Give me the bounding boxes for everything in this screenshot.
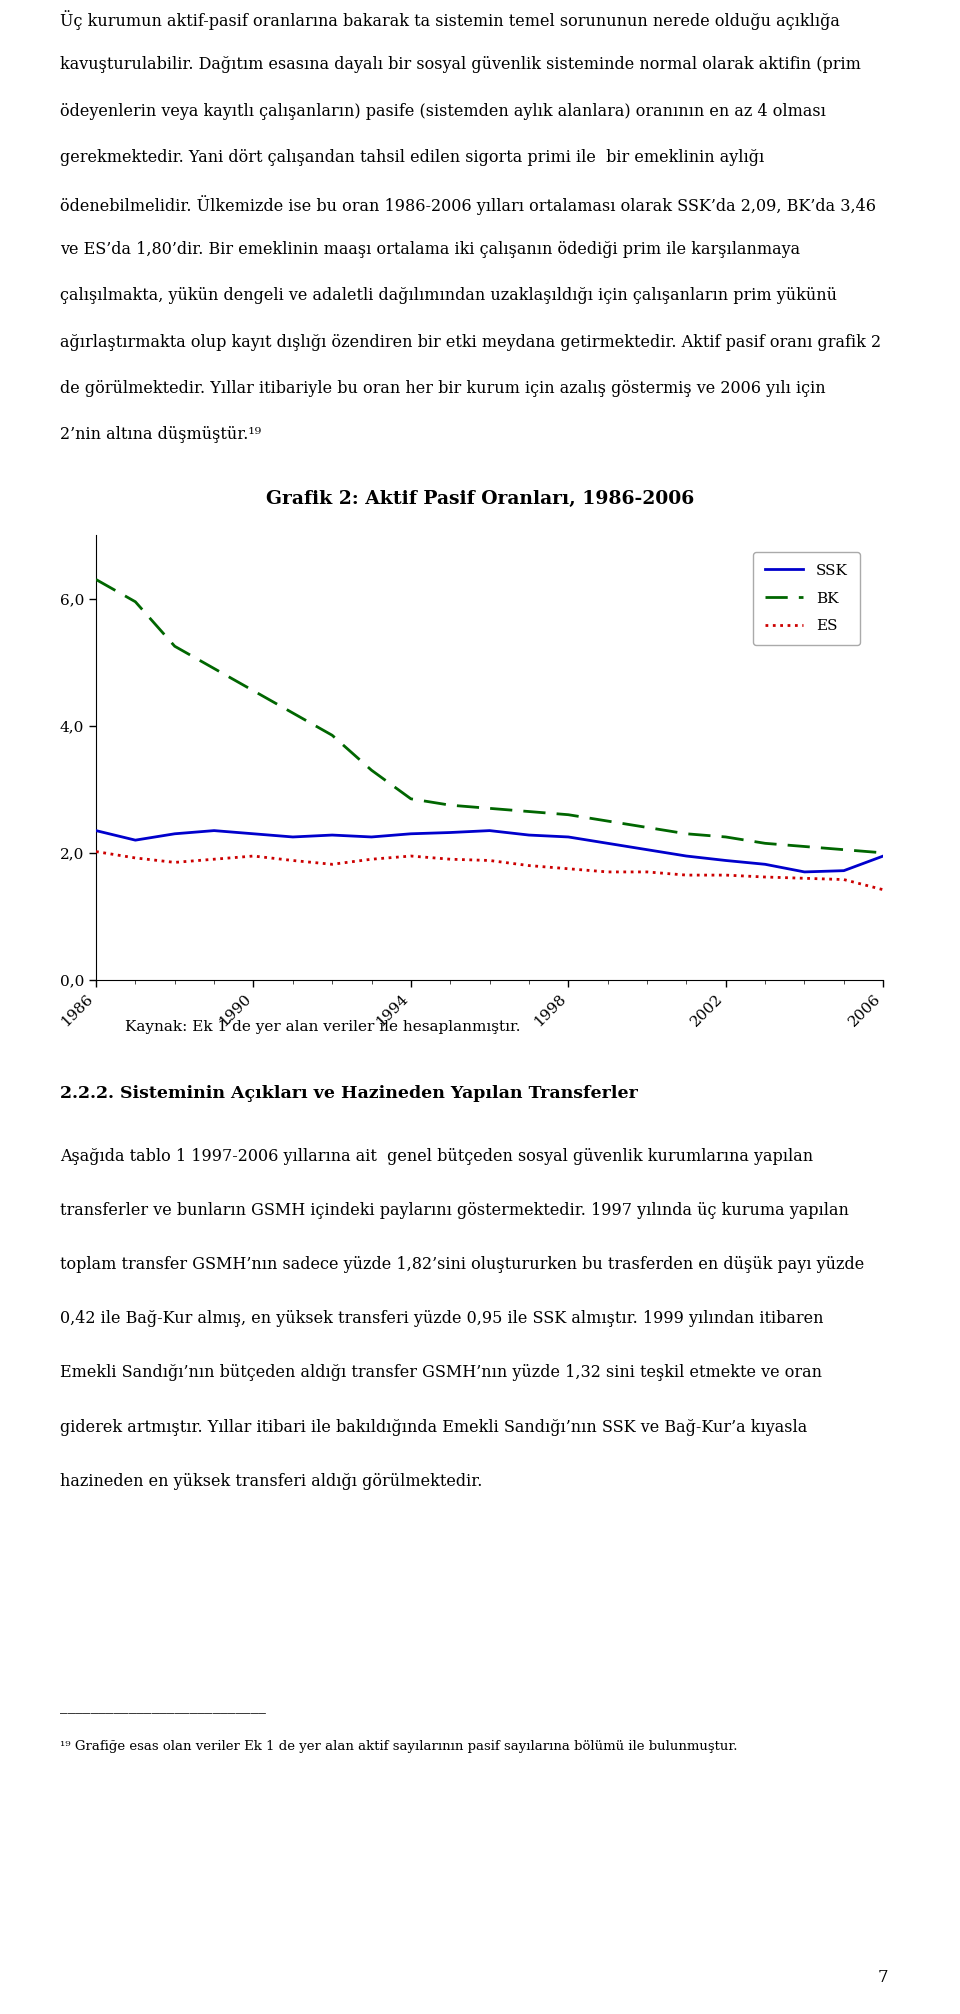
Text: Grafik 2: Aktif Pasif Oranları, 1986-2006: Grafik 2: Aktif Pasif Oranları, 1986-200…: [266, 489, 694, 508]
BK: [523, 800, 535, 824]
SSK: [130, 828, 141, 852]
BK: [877, 840, 889, 864]
Text: ödenebilmelidir. Ülkemizde ise bu oran 1986-2006 yılları ortalaması olarak SSK’d: ödenebilmelidir. Ülkemizde ise bu oran 1…: [60, 195, 876, 215]
SSK: [759, 852, 771, 876]
Text: ve ES’da 1,80’dir. Bir emeklinin maaşı ortalama iki çalışanın ödediği prim ile k: ve ES’da 1,80’dir. Bir emeklinin maaşı o…: [60, 242, 801, 258]
Text: gerekmektedir. Yani dört çalışandan tahsil edilen sigorta primi ile  bir emeklin: gerekmektedir. Yani dört çalışandan tahs…: [60, 149, 765, 165]
BK: [759, 832, 771, 856]
ES: [208, 848, 220, 872]
SSK: [838, 858, 850, 882]
SSK: [444, 820, 456, 844]
ES: [130, 846, 141, 870]
BK: [602, 810, 613, 834]
ES: [169, 850, 180, 874]
Text: ödeyenlerin veya kayıtlı çalışanların) pasife (sistemden aylık alanlara) oranını: ödeyenlerin veya kayıtlı çalışanların) p…: [60, 103, 827, 119]
ES: [484, 848, 495, 872]
ES: [602, 860, 613, 884]
Text: Aşağıda tablo 1 1997-2006 yıllarına ait  genel bütçeden sosyal güvenlik kurumlar: Aşağıda tablo 1 1997-2006 yıllarına ait …: [60, 1148, 814, 1164]
Text: ¹⁹ Grafiğe esas olan veriler Ek 1 de yer alan aktif sayılarının pasif sayılarına: ¹⁹ Grafiğe esas olan veriler Ek 1 de yer…: [60, 1740, 738, 1752]
SSK: [248, 822, 259, 846]
ES: [641, 860, 653, 884]
Legend: SSK, BK, ES: SSK, BK, ES: [753, 552, 860, 644]
BK: [130, 590, 141, 614]
Text: 2.2.2. Sisteminin Açıkları ve Hazineden Yapılan Transferler: 2.2.2. Sisteminin Açıkları ve Hazineden …: [60, 1086, 638, 1102]
Line: SSK: SSK: [96, 830, 883, 872]
BK: [720, 826, 732, 850]
BK: [484, 796, 495, 820]
SSK: [169, 822, 180, 846]
SSK: [90, 818, 102, 842]
Text: ağırlaştırmakta olup kayıt dışlığı özendiren bir etki meydana getirmektedir. Akt: ağırlaştırmakta olup kayıt dışlığı özend…: [60, 334, 881, 350]
BK: [208, 657, 220, 681]
Text: 2’nin altına düşmüştür.¹⁹: 2’nin altına düşmüştür.¹⁹: [60, 427, 262, 443]
BK: [287, 701, 299, 725]
BK: [563, 804, 574, 828]
ES: [248, 844, 259, 868]
BK: [366, 757, 377, 781]
Text: hazineden en yüksek transferi aldığı görülmektedir.: hazineden en yüksek transferi aldığı gör…: [60, 1472, 483, 1490]
Text: Emekli Sandığı’nın bütçeden aldığı transfer GSMH’nın yüzde 1,32 sini teşkil etme: Emekli Sandığı’nın bütçeden aldığı trans…: [60, 1363, 823, 1382]
Line: BK: BK: [96, 580, 883, 852]
BK: [90, 568, 102, 592]
SSK: [641, 838, 653, 862]
SSK: [366, 826, 377, 850]
Text: 7: 7: [877, 1970, 889, 1986]
SSK: [877, 844, 889, 868]
BK: [405, 787, 417, 812]
Text: çalışılmakta, yükün dengeli ve adaletli dağılımından uzaklaşıldığı için çalışanl: çalışılmakta, yükün dengeli ve adaletli …: [60, 288, 837, 304]
SSK: [720, 848, 732, 872]
BK: [444, 794, 456, 818]
Text: ___________________________: ___________________________: [60, 1700, 266, 1714]
ES: [563, 856, 574, 880]
Line: ES: ES: [96, 852, 883, 890]
ES: [287, 848, 299, 872]
ES: [759, 864, 771, 888]
SSK: [326, 824, 338, 848]
Text: 0,42 ile Bağ-Kur almış, en yüksek transferi yüzde 0,95 ile SSK almıştır. 1999 yı: 0,42 ile Bağ-Kur almış, en yüksek transf…: [60, 1311, 824, 1327]
SSK: [208, 818, 220, 842]
BK: [641, 816, 653, 840]
Text: toplam transfer GSMH’nın sadece yüzde 1,82’sini oluştururken bu trasferden en dü: toplam transfer GSMH’nın sadece yüzde 1,…: [60, 1257, 865, 1273]
SSK: [523, 824, 535, 848]
BK: [248, 679, 259, 703]
ES: [681, 864, 692, 888]
BK: [326, 723, 338, 747]
Text: giderek artmıştır. Yıllar itibari ile bakıldığında Emekli Sandığı’nın SSK ve Bağ: giderek artmıştır. Yıllar itibari ile ba…: [60, 1418, 807, 1436]
SSK: [681, 844, 692, 868]
BK: [799, 834, 810, 858]
SSK: [563, 826, 574, 850]
SSK: [484, 818, 495, 842]
ES: [720, 864, 732, 888]
SSK: [287, 826, 299, 850]
ES: [405, 844, 417, 868]
ES: [523, 854, 535, 878]
Text: Kaynak: Ek 1’de yer alan veriler ile hesaplanmıştır.: Kaynak: Ek 1’de yer alan veriler ile hes…: [125, 1019, 520, 1033]
SSK: [405, 822, 417, 846]
SSK: [602, 832, 613, 856]
SSK: [799, 860, 810, 884]
BK: [681, 822, 692, 846]
Text: de görülmektedir. Yıllar itibariyle bu oran her bir kurum için azalış göstermiş : de görülmektedir. Yıllar itibariyle bu o…: [60, 381, 827, 397]
Text: Üç kurumun aktif-pasif oranlarına bakarak ta sistemin temel sorununun nerede old: Üç kurumun aktif-pasif oranlarına bakara…: [60, 10, 840, 30]
Text: transferler ve bunların GSMH içindeki paylarını göstermektedir. 1997 yılında üç : transferler ve bunların GSMH içindeki pa…: [60, 1202, 850, 1218]
ES: [877, 878, 889, 902]
ES: [366, 848, 377, 872]
BK: [169, 634, 180, 659]
ES: [838, 868, 850, 892]
ES: [444, 848, 456, 872]
BK: [838, 838, 850, 862]
ES: [90, 840, 102, 864]
Text: kavuşturulabilir. Dağıtım esasına dayalı bir sosyal güvenlik sisteminde normal o: kavuşturulabilir. Dağıtım esasına dayalı…: [60, 56, 861, 73]
ES: [799, 866, 810, 890]
ES: [326, 852, 338, 876]
